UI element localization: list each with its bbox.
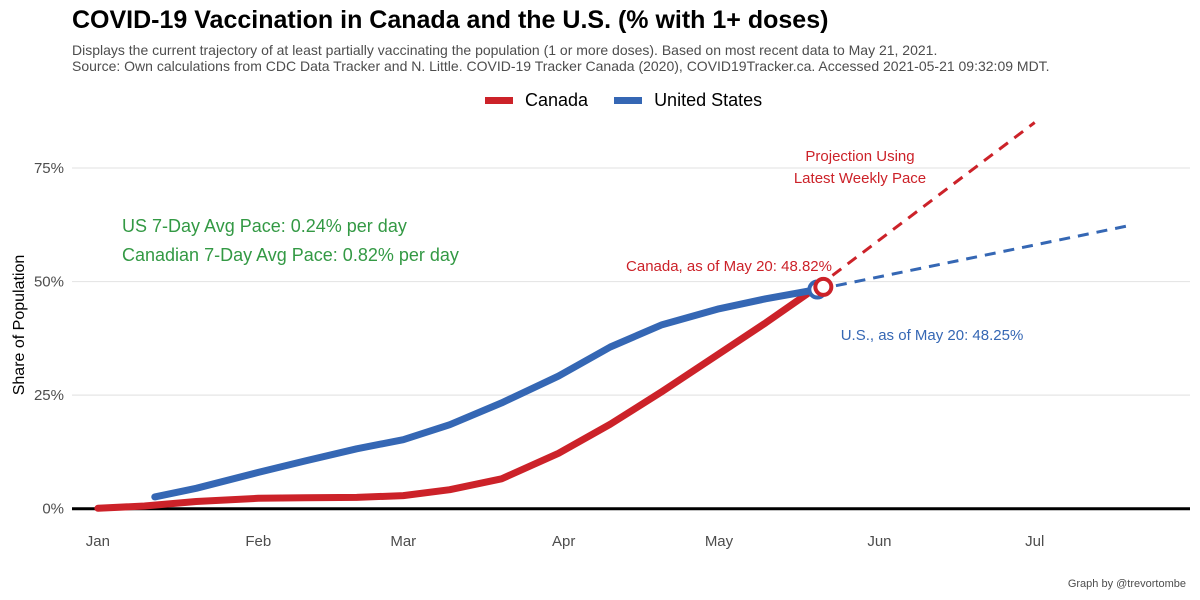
x-tick-label: Apr [552, 533, 575, 550]
series-line-us [151, 286, 821, 501]
subtitle-source: Source: Own calculations from CDC Data T… [72, 58, 1050, 74]
projection-line-canada [816, 121, 1036, 289]
canada-pace-annotation: Canadian 7-Day Avg Pace: 0.82% per day [122, 245, 459, 265]
projection-annotation-line2: Latest Weekly Pace [794, 170, 926, 187]
projection-line-us [816, 223, 1134, 291]
x-tick-label: Mar [390, 533, 416, 550]
x-tick-label: Jun [867, 533, 891, 550]
annotations: US 7-Day Avg Pace: 0.24% per day Canadia… [122, 148, 1023, 344]
y-tick-label: 50% [34, 274, 64, 291]
y-tick-label: 0% [42, 501, 64, 518]
legend-key-us [614, 97, 643, 104]
legend-item-us: United States [614, 90, 762, 111]
chart-subtitle: Displays the current trajectory of at le… [72, 42, 1050, 74]
y-tick-label: 75% [34, 160, 64, 177]
canada-latest-label: Canada, as of May 20: 48.82% [626, 258, 832, 275]
y-axis-label: Share of Population [11, 255, 28, 396]
projection-annotation-line1: Projection Using [805, 148, 914, 165]
series-line-canada [94, 283, 821, 512]
y-tick-label: 25% [34, 387, 64, 404]
series-lines [94, 121, 1134, 512]
credit-caption: Graph by @trevortombe [1067, 578, 1186, 590]
x-tick-label: Jul [1025, 533, 1044, 550]
legend-label-canada: Canada [525, 90, 589, 110]
chart-title: COVID-19 Vaccination in Canada and the U… [72, 6, 829, 34]
endpoint-marker-canada [813, 276, 834, 297]
gridlines [72, 167, 1190, 396]
legend-item-canada: Canada [485, 90, 588, 111]
chart-legend: Canada United States [485, 90, 788, 111]
legend-label-us: United States [654, 90, 763, 110]
us-latest-label: U.S., as of May 20: 48.25% [841, 327, 1024, 344]
axes: 0% 25% 50% 75% Jan Feb Mar Apr May Jun Jul [34, 160, 1190, 550]
x-tick-label: Jan [86, 533, 110, 550]
subtitle-description: Displays the current trajectory of at le… [72, 42, 938, 58]
x-tick-label: May [705, 533, 734, 550]
us-pace-annotation: US 7-Day Avg Pace: 0.24% per day [122, 216, 407, 236]
legend-key-canada [485, 97, 513, 104]
x-tick-label: Feb [245, 533, 271, 550]
